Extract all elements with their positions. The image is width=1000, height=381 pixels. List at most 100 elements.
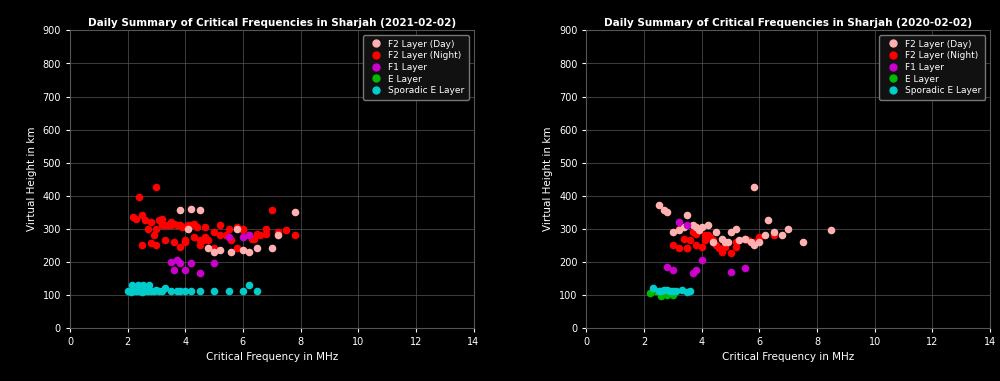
- Point: [169, 222, 185, 228]
- Point: [679, 289, 695, 295]
- Point: [653, 293, 669, 299]
- Title: Daily Summary of Critical Frequencies in Sharjah (2021-02-02): Daily Summary of Critical Frequencies in…: [88, 18, 456, 28]
- Point: [169, 288, 185, 294]
- Point: [720, 239, 736, 245]
- Point: [192, 207, 208, 213]
- Point: [206, 249, 222, 255]
- Point: [206, 260, 222, 266]
- Point: [705, 239, 721, 245]
- Point: [270, 229, 286, 235]
- Point: [766, 232, 782, 238]
- Point: [183, 206, 199, 212]
- Point: [656, 287, 672, 293]
- Point: [172, 260, 188, 266]
- Point: [130, 282, 146, 288]
- Point: [723, 229, 739, 235]
- Point: [694, 257, 710, 263]
- Point: [192, 242, 208, 248]
- Point: [148, 242, 164, 248]
- X-axis label: Critical Frequency in MHz: Critical Frequency in MHz: [206, 352, 338, 362]
- Point: [241, 232, 257, 238]
- Point: [154, 216, 170, 222]
- Point: [659, 292, 675, 298]
- Point: [183, 222, 199, 228]
- Point: [705, 237, 721, 243]
- Point: [189, 224, 205, 230]
- Point: [717, 244, 733, 250]
- Point: [258, 226, 274, 232]
- Point: [197, 234, 213, 240]
- Point: [200, 245, 216, 251]
- Point: [264, 207, 280, 213]
- Point: [249, 245, 265, 251]
- Point: [235, 247, 251, 253]
- Point: [140, 288, 156, 295]
- Point: [134, 242, 150, 248]
- Point: [186, 221, 202, 227]
- Point: [676, 235, 692, 242]
- Point: [278, 227, 294, 233]
- Point: [679, 245, 695, 251]
- Point: [221, 226, 237, 232]
- Point: [221, 234, 237, 240]
- Point: [746, 239, 762, 245]
- Point: [157, 285, 173, 291]
- Point: [229, 224, 245, 230]
- Point: [177, 288, 193, 295]
- Point: [757, 232, 773, 238]
- Point: [751, 234, 767, 240]
- Title: Daily Summary of Critical Frequencies in Sharjah (2020-02-02): Daily Summary of Critical Frequencies in…: [604, 18, 972, 28]
- Point: [125, 288, 141, 295]
- Point: [192, 270, 208, 276]
- Point: [172, 244, 188, 250]
- Point: [723, 250, 739, 256]
- Point: [708, 229, 724, 235]
- Point: [751, 239, 767, 245]
- Point: [137, 217, 153, 223]
- Point: [154, 288, 170, 295]
- Point: [252, 232, 268, 238]
- Point: [682, 288, 698, 295]
- Point: [705, 239, 721, 245]
- Point: [223, 237, 239, 243]
- Point: [169, 257, 185, 263]
- Point: [676, 224, 692, 230]
- Point: [642, 290, 658, 296]
- Point: [223, 249, 239, 255]
- Point: [206, 229, 222, 235]
- Point: [180, 224, 196, 230]
- Point: [134, 212, 150, 218]
- Point: [688, 242, 704, 248]
- Point: [249, 288, 265, 295]
- Point: [177, 237, 193, 243]
- Point: [157, 222, 173, 228]
- Point: [774, 232, 790, 238]
- Point: [241, 282, 257, 288]
- Point: [287, 232, 303, 238]
- Point: [688, 224, 704, 230]
- Point: [671, 245, 687, 251]
- Point: [192, 237, 208, 243]
- Point: [743, 239, 759, 245]
- Point: [700, 232, 716, 238]
- Point: [766, 229, 782, 235]
- Point: [737, 235, 753, 242]
- Point: [659, 209, 675, 215]
- Point: [206, 245, 222, 251]
- Point: [151, 217, 167, 223]
- Point: [143, 288, 159, 295]
- Point: [653, 288, 669, 295]
- Point: [221, 288, 237, 295]
- Point: [172, 207, 188, 213]
- Point: [714, 235, 730, 242]
- Point: [270, 232, 286, 238]
- Point: [120, 288, 136, 295]
- Legend: F2 Layer (Day), F2 Layer (Night), F1 Layer, E Layer, Sporadic E Layer: F2 Layer (Day), F2 Layer (Night), F1 Lay…: [363, 35, 469, 100]
- Point: [235, 288, 251, 295]
- Point: [659, 264, 675, 270]
- Point: [760, 217, 776, 223]
- Point: [740, 237, 756, 243]
- Point: [123, 289, 139, 295]
- Point: [737, 265, 753, 271]
- Point: [163, 222, 179, 228]
